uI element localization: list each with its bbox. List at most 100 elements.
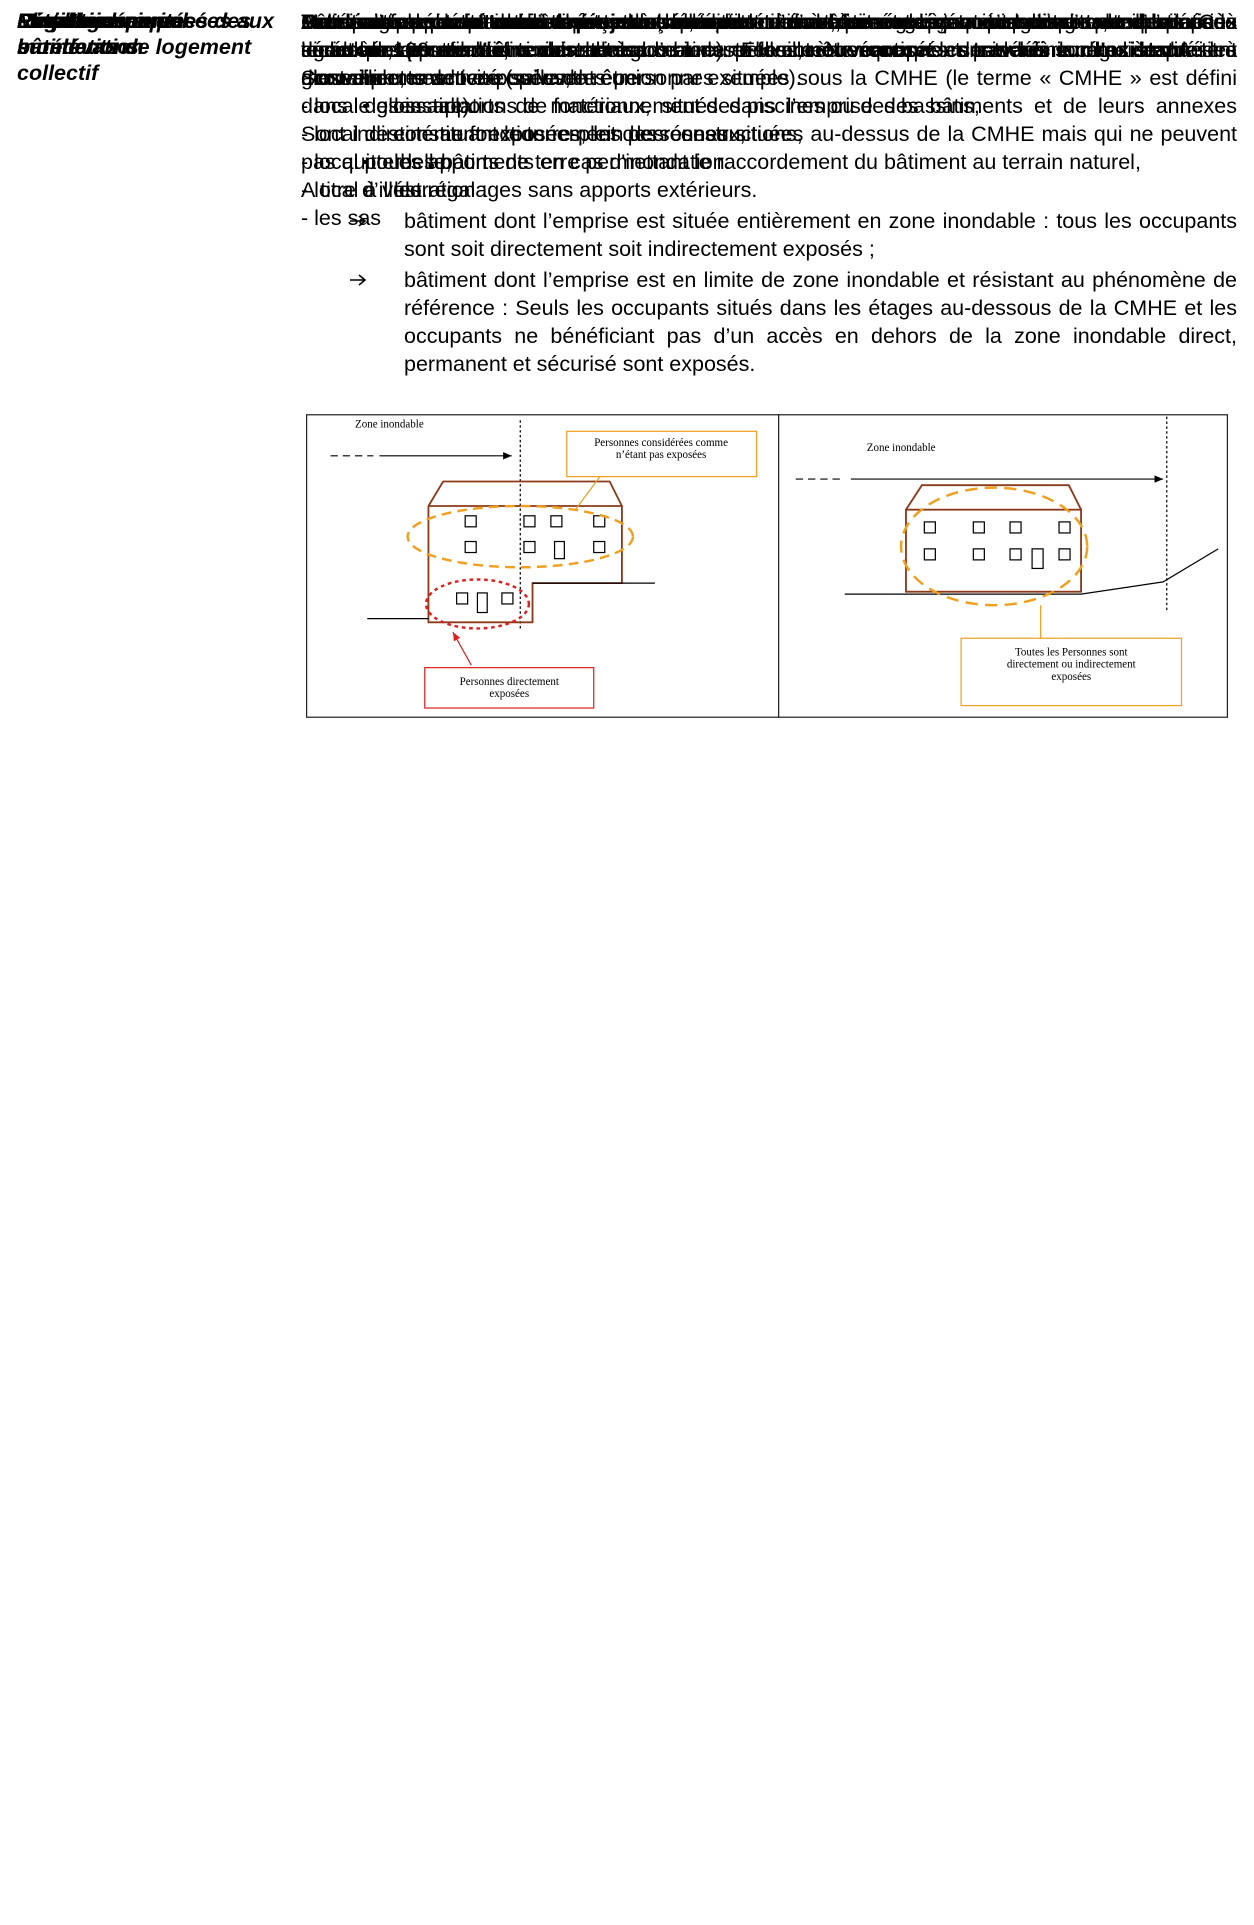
text: On désigne par le terme « xyxy=(301,10,576,34)
callout-box xyxy=(960,637,1183,707)
callout-box xyxy=(424,667,595,709)
arrow-shape xyxy=(350,274,367,286)
arrow-item: bâtiment dont l’emprise est en limite de… xyxy=(301,266,1237,378)
callout-text: Personnes considérées comme n’étant pas e… xyxy=(594,437,728,461)
window xyxy=(1058,548,1071,561)
direct-zone xyxy=(424,578,531,630)
door xyxy=(553,540,565,560)
window xyxy=(972,548,985,561)
callout-text: Toutes les Personnes sont directement ou … xyxy=(1007,646,1136,682)
term: Plancher xyxy=(17,9,108,33)
callout-line xyxy=(452,631,472,666)
paragraph: Ces parties de bâtiment sont celles perm… xyxy=(301,10,1237,90)
callout-line-text: Toutes les Personnes sont xyxy=(1015,646,1128,658)
zone-label: Zone inondable xyxy=(867,442,936,454)
definition: Ces parties de bâtiment sont celles perm… xyxy=(301,8,1237,92)
window xyxy=(972,521,985,534)
arrow-icon xyxy=(350,215,367,227)
bullet-item: les apports de terre permettant le racco… xyxy=(301,148,1237,176)
bullet-item: les régalages sans apports extérieurs. xyxy=(301,176,1237,204)
window xyxy=(501,592,514,605)
paragraph: Matériaux de terrassement ou de démoliti… xyxy=(301,10,1237,90)
text: et les xyxy=(909,38,973,62)
term: Parties communes des bâtiments de logeme… xyxy=(17,9,252,85)
term: Régalage xyxy=(17,9,113,33)
text: . xyxy=(1186,38,1193,62)
definition: Action d’aplanir un terrain de façon à l… xyxy=(301,8,1237,36)
paragraph: - local destiné au fonctionnement des ré… xyxy=(301,122,746,146)
definition: Sol dans une construction close et couve… xyxy=(301,8,1237,36)
paragraph: Sont indirectement exposées, les personn… xyxy=(301,122,1237,174)
paragraph: Toute surface de plancher créée en surél… xyxy=(301,10,1237,62)
frame xyxy=(306,414,1228,718)
bold-text: travaux sur l'existant xyxy=(972,38,1187,62)
paragraph: Sol dans une construction close et couve… xyxy=(301,10,723,34)
window xyxy=(1009,521,1022,534)
definition: Bâtiment ou partie de bâtiment, maçonné,… xyxy=(301,8,1237,232)
paragraph: Sont directement exposées, les personnes… xyxy=(301,66,1237,118)
window xyxy=(523,540,536,554)
arrow-item: bâtiment dont l’emprise est située entiè… xyxy=(301,207,1237,263)
callout-line xyxy=(574,476,601,511)
door xyxy=(476,592,488,614)
paragraph: - local poubelle, xyxy=(301,150,452,174)
paragraph: A titre d’illustration : xyxy=(301,178,488,202)
term: Mise en sécurité xyxy=(17,9,185,33)
roof xyxy=(427,480,623,507)
term: Projet xyxy=(17,9,78,33)
window xyxy=(1009,548,1022,561)
text: », les constructions, ouvrages, aménagem… xyxy=(301,10,1237,62)
window xyxy=(593,540,606,554)
window xyxy=(464,515,477,528)
window xyxy=(455,592,469,605)
bullet-item: les apports de matériaux, situés dans l’… xyxy=(301,92,1237,148)
roof xyxy=(905,484,1082,511)
arrow-shape xyxy=(350,215,367,227)
callout-line-text: n’étant pas exposées xyxy=(616,449,706,461)
paragraph: - local des installations de fonctionnem… xyxy=(301,94,980,118)
definition: On désigne par le terme « projet », les … xyxy=(301,8,1237,64)
callout-text: Personnes directement exposées xyxy=(460,676,559,700)
window xyxy=(1058,521,1071,534)
term: Remblai xyxy=(17,9,101,33)
term: Local technique xyxy=(17,9,181,33)
walls xyxy=(905,508,1082,593)
window xyxy=(923,521,936,534)
bold-text: projet xyxy=(575,10,636,34)
definition: Construction créant de l’emprise au sol,… xyxy=(301,8,1237,64)
callout-box xyxy=(566,430,758,478)
paragraph: Bâtiment ou partie de bâtiment, maçonné,… xyxy=(301,10,1237,90)
paragraph: On désigne par le terme « projet », les … xyxy=(301,8,1237,64)
definition: Personnes pouvant subir directement ou i… xyxy=(301,8,1237,718)
callout-line-text: exposées xyxy=(489,688,529,700)
item-text: bâtiment dont l’emprise est située entiè… xyxy=(404,209,1237,261)
window xyxy=(550,515,563,528)
door xyxy=(1031,548,1044,570)
term: Personnes exposées aux inondations xyxy=(17,9,274,59)
window xyxy=(464,540,477,554)
zone-label: Zone inondable xyxy=(355,419,424,431)
window xyxy=(923,548,936,561)
definition: Toute surface de plancher créée en surél… xyxy=(301,8,1237,64)
item-text: bâtiment dont l’emprise est en limite de… xyxy=(404,268,1237,376)
walls xyxy=(427,505,623,624)
definition: La mise en sécurité consiste à assurer a… xyxy=(301,8,1237,92)
callout-line-text: exposées xyxy=(1051,671,1091,683)
arrow-icon xyxy=(350,274,367,286)
ground xyxy=(844,548,1219,595)
callout-line-text: Personnes directement xyxy=(460,676,559,688)
paragraph: Construction créant de l’emprise au sol,… xyxy=(301,10,1237,62)
term: Extension au sol xyxy=(17,9,188,33)
all-exposed-zone xyxy=(899,486,1089,607)
definition: Matériaux de terrassement ou de démoliti… xyxy=(301,8,1237,204)
window xyxy=(523,515,536,528)
paragraph: Action d’aplanir un terrain de façon à l… xyxy=(301,10,966,34)
bold-text: nouveaux xyxy=(808,38,910,62)
paragraph: La mise en sécurité consiste à assurer a… xyxy=(301,10,1237,90)
window xyxy=(593,515,606,528)
callout-line-text: Personnes considérées comme xyxy=(594,437,728,449)
term: Extension par surélévation xyxy=(17,9,160,59)
paragraph: - les sas xyxy=(301,206,382,230)
